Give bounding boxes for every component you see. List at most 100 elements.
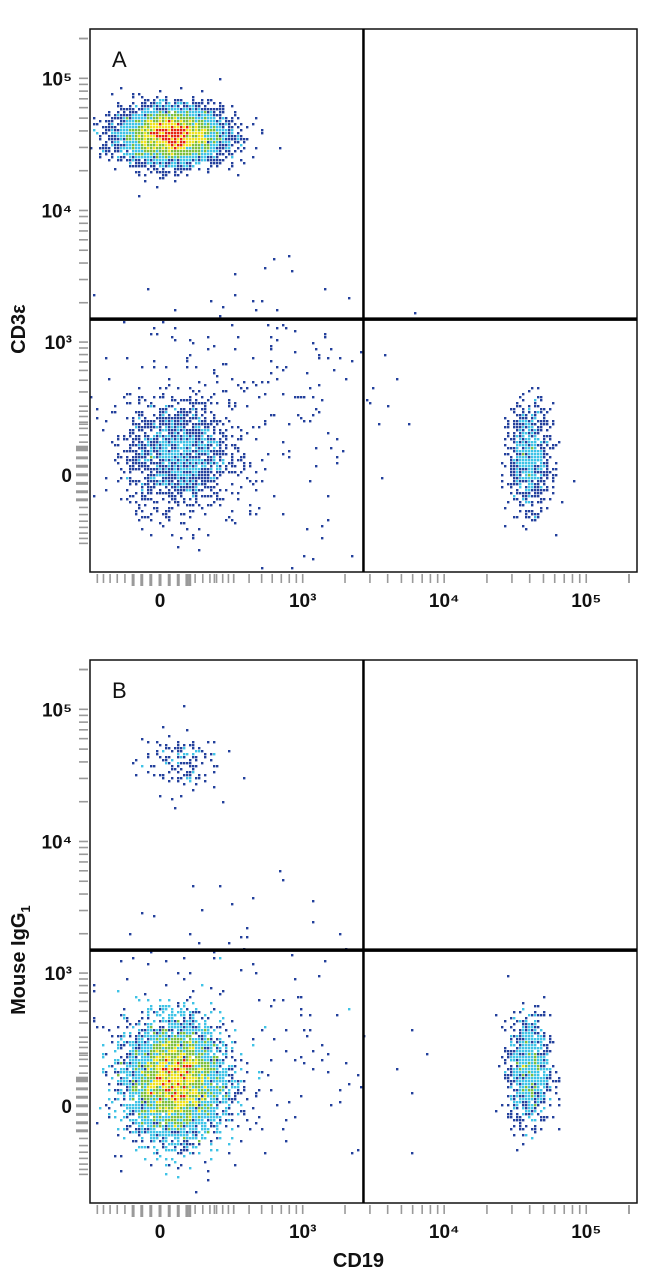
event-dot: [531, 471, 534, 474]
event-dot: [150, 534, 153, 537]
event-dot: [153, 435, 156, 438]
event-dot: [510, 483, 513, 486]
event-dot: [216, 159, 219, 162]
event-dot: [525, 474, 528, 477]
event-dot: [207, 150, 210, 153]
event-dot: [156, 108, 159, 111]
event-dot: [234, 1092, 237, 1095]
event-dot: [174, 138, 177, 141]
event-dot: [522, 465, 525, 468]
event-dot: [174, 174, 177, 177]
event-dot: [165, 759, 168, 762]
event-dot: [198, 441, 201, 444]
event-dot: [93, 123, 96, 126]
event-dot: [510, 1083, 513, 1086]
event-dot: [189, 1056, 192, 1059]
event-dot: [225, 1086, 228, 1089]
event-dot: [183, 1122, 186, 1125]
event-dot: [174, 1050, 177, 1053]
event-dot: [189, 144, 192, 147]
event-dot: [246, 477, 249, 480]
event-dot: [213, 1116, 216, 1119]
event-dot: [177, 1176, 180, 1179]
event-dot: [540, 450, 543, 453]
event-dot: [180, 138, 183, 141]
event-dot: [132, 1086, 135, 1089]
event-dot: [165, 174, 168, 177]
event-dot: [186, 447, 189, 450]
event-dot: [123, 120, 126, 123]
event-dot: [156, 1053, 159, 1056]
event-dot: [531, 441, 534, 444]
event-dot: [210, 99, 213, 102]
event-dot: [240, 471, 243, 474]
event-dot: [225, 1119, 228, 1122]
event-dot: [531, 504, 534, 507]
event-dot: [117, 1080, 120, 1083]
event-dot: [207, 1170, 210, 1173]
event-dot: [519, 474, 522, 477]
event-dot: [135, 1110, 138, 1113]
event-dot: [201, 135, 204, 138]
event-dot: [132, 1113, 135, 1116]
event-dot: [204, 1098, 207, 1101]
event-dot: [129, 108, 132, 111]
event-dot: [123, 123, 126, 126]
event-dot: [174, 111, 177, 114]
event-dot: [207, 534, 210, 537]
event-dot: [147, 963, 150, 966]
event-dot: [207, 429, 210, 432]
event-dot: [537, 1065, 540, 1068]
event-dot: [207, 1104, 210, 1107]
y-tick-label: 0: [61, 466, 72, 487]
event-dot: [213, 1008, 216, 1011]
event-dot: [204, 129, 207, 132]
event-dot: [171, 1125, 174, 1128]
event-dot: [213, 741, 216, 744]
event-dot: [234, 1059, 237, 1062]
event-dot: [168, 417, 171, 420]
event-dot: [171, 132, 174, 135]
event-dot: [183, 1086, 186, 1089]
event-dot: [207, 1110, 210, 1113]
event-dot: [543, 1056, 546, 1059]
event-dot: [525, 423, 528, 426]
event-dot: [528, 411, 531, 414]
event-dot: [237, 384, 240, 387]
event-dot: [267, 1074, 270, 1077]
event-dot: [129, 444, 132, 447]
event-dot: [177, 1071, 180, 1074]
event-dot: [132, 165, 135, 168]
event-dot: [144, 1119, 147, 1122]
event-dot: [531, 468, 534, 471]
event-dot: [183, 1131, 186, 1134]
event-dot: [207, 741, 210, 744]
event-dot: [198, 471, 201, 474]
event-dot: [246, 138, 249, 141]
event-dot: [117, 1083, 120, 1086]
event-dot: [531, 1014, 534, 1017]
event-dot: [174, 417, 177, 420]
event-dot: [267, 324, 270, 327]
event-dot: [201, 471, 204, 474]
event-dot: [111, 441, 114, 444]
event-dot: [177, 402, 180, 405]
event-dot: [156, 1074, 159, 1077]
event-dot: [108, 159, 111, 162]
event-dot: [171, 147, 174, 150]
event-dot: [522, 462, 525, 465]
event-dot: [165, 441, 168, 444]
event-dot: [132, 432, 135, 435]
event-dot: [174, 327, 177, 330]
event-dot: [222, 432, 225, 435]
event-dot: [114, 1116, 117, 1119]
event-dot: [174, 1107, 177, 1110]
event-dot: [168, 159, 171, 162]
event-dot: [126, 1065, 129, 1068]
event-dot: [519, 1029, 522, 1032]
event-dot: [159, 426, 162, 429]
event-dot: [153, 1011, 156, 1014]
event-dot: [516, 483, 519, 486]
event-dot: [507, 1080, 510, 1083]
event-dot: [537, 405, 540, 408]
